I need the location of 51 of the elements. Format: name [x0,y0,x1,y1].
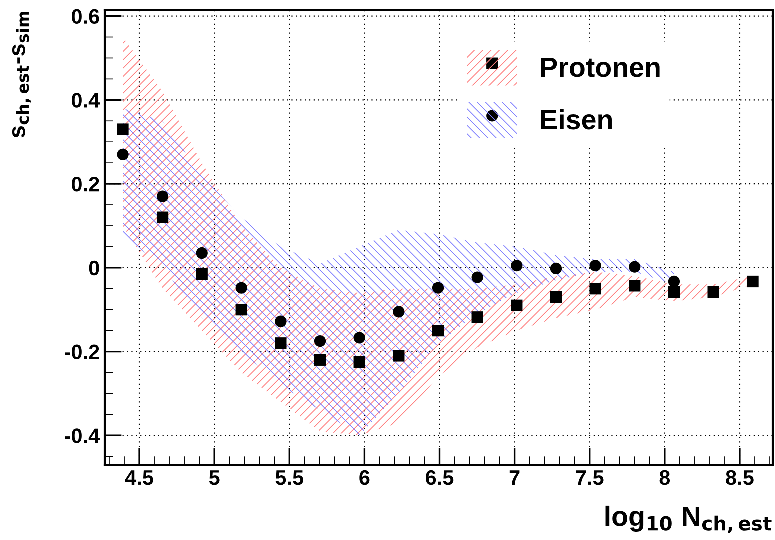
point [275,338,287,350]
point [314,335,326,348]
point [117,124,129,136]
point [236,304,248,316]
point [511,300,523,312]
point [393,306,405,318]
point [196,268,208,280]
point [747,276,759,288]
point [354,332,366,344]
point [472,272,484,284]
point [314,354,326,366]
point [156,212,169,224]
point [668,286,680,298]
point [708,286,720,298]
point [156,190,169,202]
x-tick-label: 8.5 [726,470,754,486]
point [354,356,366,368]
x-tick-label: 4.5 [125,470,154,486]
point [432,282,444,294]
point [590,283,602,295]
x-tick-label: 6.5 [426,470,454,486]
y-tick-label: 0.2 [72,177,100,192]
point [275,316,287,328]
point [629,280,641,292]
y-tick-label: 0.4 [72,93,100,108]
x-tick-label: 7 [510,470,520,485]
y-tick-label: 0 [89,260,100,276]
point [550,291,562,304]
point [117,148,129,160]
point [629,261,641,273]
point [668,276,680,288]
point [236,282,248,294]
x-tick-label: 7.5 [576,470,604,486]
y-tick-label: -0.2 [65,344,100,360]
y-axis-title: s$_{ch,est}$-s$_{sim}$ [12,12,32,138]
point [511,260,523,272]
x-tick-label: 8 [660,470,670,486]
x-axis-title: log$_{10}$ N$_{ch,est}$ [606,506,772,534]
x-tick-label: 5 [209,470,220,486]
x-tick-label: 6 [360,470,370,486]
point [196,247,208,260]
point [393,350,405,362]
point [550,262,562,275]
legend-label: Protonen [541,58,660,78]
x-tick-label: 5.5 [276,470,304,486]
legend-label: Eisen [541,109,612,130]
y-tick-label: -0.4 [65,428,100,444]
point [472,312,484,324]
point [590,260,602,272]
y-tick-label: 0.6 [72,9,100,24]
point [432,324,444,337]
